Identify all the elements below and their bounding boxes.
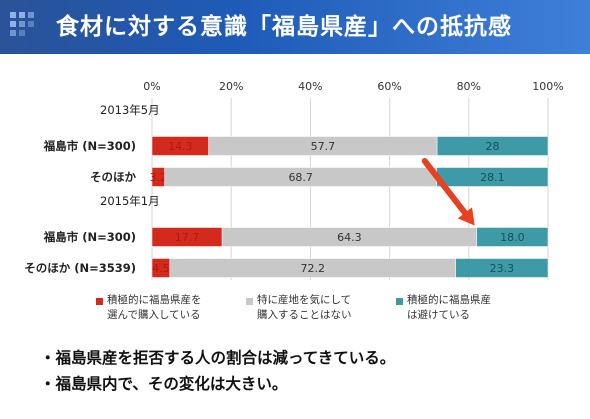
annotation-arrow-shaft <box>421 158 468 216</box>
title-decoration-icon <box>10 12 44 42</box>
legend-item-select: 積極的に福島県産を 選んで購入している <box>96 293 246 333</box>
data-label: 18.0 <box>500 231 525 244</box>
legend-swatch-neutral <box>246 298 253 305</box>
note-item: ・福島県産を拒否する人の割合は減ってきている。 <box>40 349 396 367</box>
row-label: そのほか (N=3539) <box>24 261 136 275</box>
title-bar: 食材に対する意識「福島県産」への抵抗感 <box>0 0 590 54</box>
data-label: 28.1 <box>480 171 505 184</box>
x-tick-label: 60% <box>377 80 401 93</box>
legend-item-neutral: 特に産地を気にして 購入することはない <box>246 293 396 333</box>
data-label: 14.3 <box>168 140 193 153</box>
group-label: 2013年5月 <box>100 103 160 117</box>
data-label: 64.3 <box>337 231 362 244</box>
bar-segment <box>436 136 549 156</box>
legend-label-select: 積極的に福島県産を 選んで購入している <box>107 294 202 321</box>
x-tick-label: 20% <box>219 80 243 93</box>
x-tick-label: 0% <box>143 80 160 93</box>
data-label: 57.7 <box>311 140 336 153</box>
page-title: 食材に対する意識「福島県産」への抵抗感 <box>56 14 512 40</box>
conclusion-notes: ・福島県産を拒否する人の割合は減ってきている。 ・福島県内で、その変化は大きい。 <box>40 345 580 397</box>
data-label: 28 <box>486 140 500 153</box>
data-label: 68.7 <box>288 171 313 184</box>
data-label: 17.7 <box>175 231 200 244</box>
x-tick-label: 100% <box>532 80 563 93</box>
data-label: 72.2 <box>301 262 326 275</box>
legend-swatch-avoid <box>396 298 403 305</box>
x-tick-label: 80% <box>457 80 481 93</box>
row-label: そのほか <box>90 170 136 184</box>
bar-segment <box>476 227 549 247</box>
legend-label-avoid: 積極的に福島県産 は避けている <box>407 294 491 321</box>
x-tick-label: 40% <box>298 80 322 93</box>
legend-swatch-select <box>96 298 103 305</box>
data-label: 4.5 <box>152 262 170 275</box>
group-label: 2015年1月 <box>100 194 160 208</box>
legend-item-avoid: 積極的に福島県産 は避けている <box>396 293 546 333</box>
legend-label-neutral: 特に産地を気にして 購入することはない <box>257 294 352 321</box>
bar-segment <box>455 258 549 278</box>
data-label: 23.3 <box>490 262 515 275</box>
note-item: ・福島県内で、その変化は大きい。 <box>40 375 288 393</box>
annotation-arrow-head <box>457 207 475 226</box>
chart-legend: 積極的に福島県産を 選んで購入している 特に産地を気にして 購入することはない … <box>96 293 566 337</box>
row-label: 福島市 (N=300) <box>43 230 136 244</box>
row-label: 福島市 (N=300) <box>43 139 136 153</box>
data-label: 3.2 <box>150 171 168 184</box>
